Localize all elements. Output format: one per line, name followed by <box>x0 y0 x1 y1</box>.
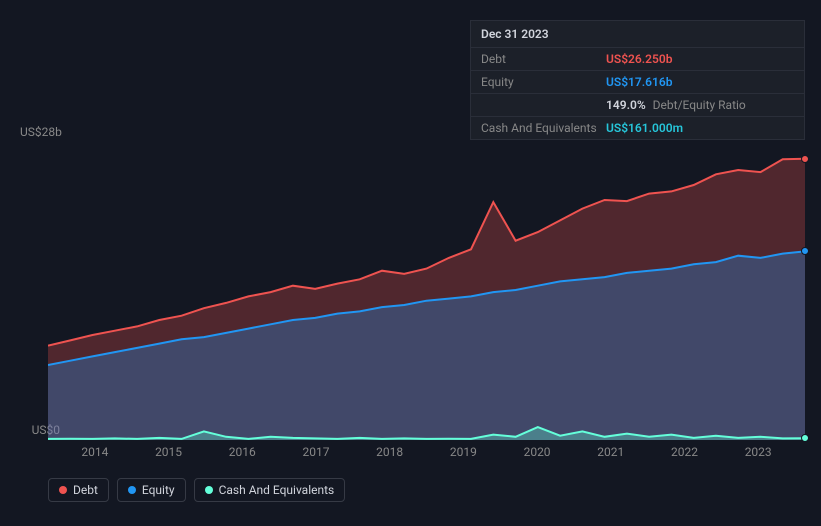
equity-end-marker <box>801 247 809 255</box>
cash-end-marker <box>801 434 809 442</box>
tooltip-row: EquityUS$17.616b <box>471 71 804 94</box>
legend-item-debt[interactable]: Debt <box>48 478 109 502</box>
tooltip-row: DebtUS$26.250b <box>471 48 804 71</box>
x-tick: 2021 <box>574 445 648 459</box>
chart-legend: Debt Equity Cash And Equivalents <box>48 478 345 502</box>
tooltip-label: Cash And Equivalents <box>481 121 606 135</box>
x-tick: 2015 <box>132 445 206 459</box>
legend-item-equity[interactable]: Equity <box>117 478 186 502</box>
tooltip-value: US$26.250b <box>606 52 673 66</box>
legend-dot <box>59 486 67 494</box>
legend-label: Equity <box>142 483 175 497</box>
x-tick: 2022 <box>648 445 722 459</box>
debt-end-marker <box>801 155 809 163</box>
legend-item-cash-and-equivalents[interactable]: Cash And Equivalents <box>194 478 346 502</box>
legend-dot <box>128 486 136 494</box>
tooltip-row: Cash And EquivalentsUS$161.000m <box>471 117 804 139</box>
chart-container: US$28b US$0 2014201520162017201820192020… <box>16 120 805 510</box>
tooltip-label: Equity <box>481 75 606 89</box>
tooltip-date: Dec 31 2023 <box>471 21 804 48</box>
tooltip-ratio: 149.0% Debt/Equity Ratio <box>606 98 746 112</box>
chart-plot[interactable] <box>48 140 805 440</box>
tooltip-value: US$17.616b <box>606 75 673 89</box>
x-tick: 2016 <box>205 445 279 459</box>
x-tick: 2017 <box>279 445 353 459</box>
legend-label: Debt <box>73 483 98 497</box>
x-tick: 2014 <box>58 445 132 459</box>
legend-dot <box>205 486 213 494</box>
x-tick: 2023 <box>721 445 795 459</box>
chart-tooltip: Dec 31 2023 DebtUS$26.250bEquityUS$17.61… <box>470 20 805 140</box>
x-tick: 2019 <box>427 445 501 459</box>
legend-label: Cash And Equivalents <box>219 483 335 497</box>
tooltip-label <box>481 98 606 112</box>
tooltip-value: US$161.000m <box>606 121 683 135</box>
x-tick: 2018 <box>353 445 427 459</box>
x-axis: 2014201520162017201820192020202120222023 <box>48 445 805 459</box>
tooltip-row: 149.0% Debt/Equity Ratio <box>471 94 804 117</box>
tooltip-label: Debt <box>481 52 606 66</box>
x-tick: 2020 <box>500 445 574 459</box>
y-axis-max: US$28b <box>20 125 60 139</box>
